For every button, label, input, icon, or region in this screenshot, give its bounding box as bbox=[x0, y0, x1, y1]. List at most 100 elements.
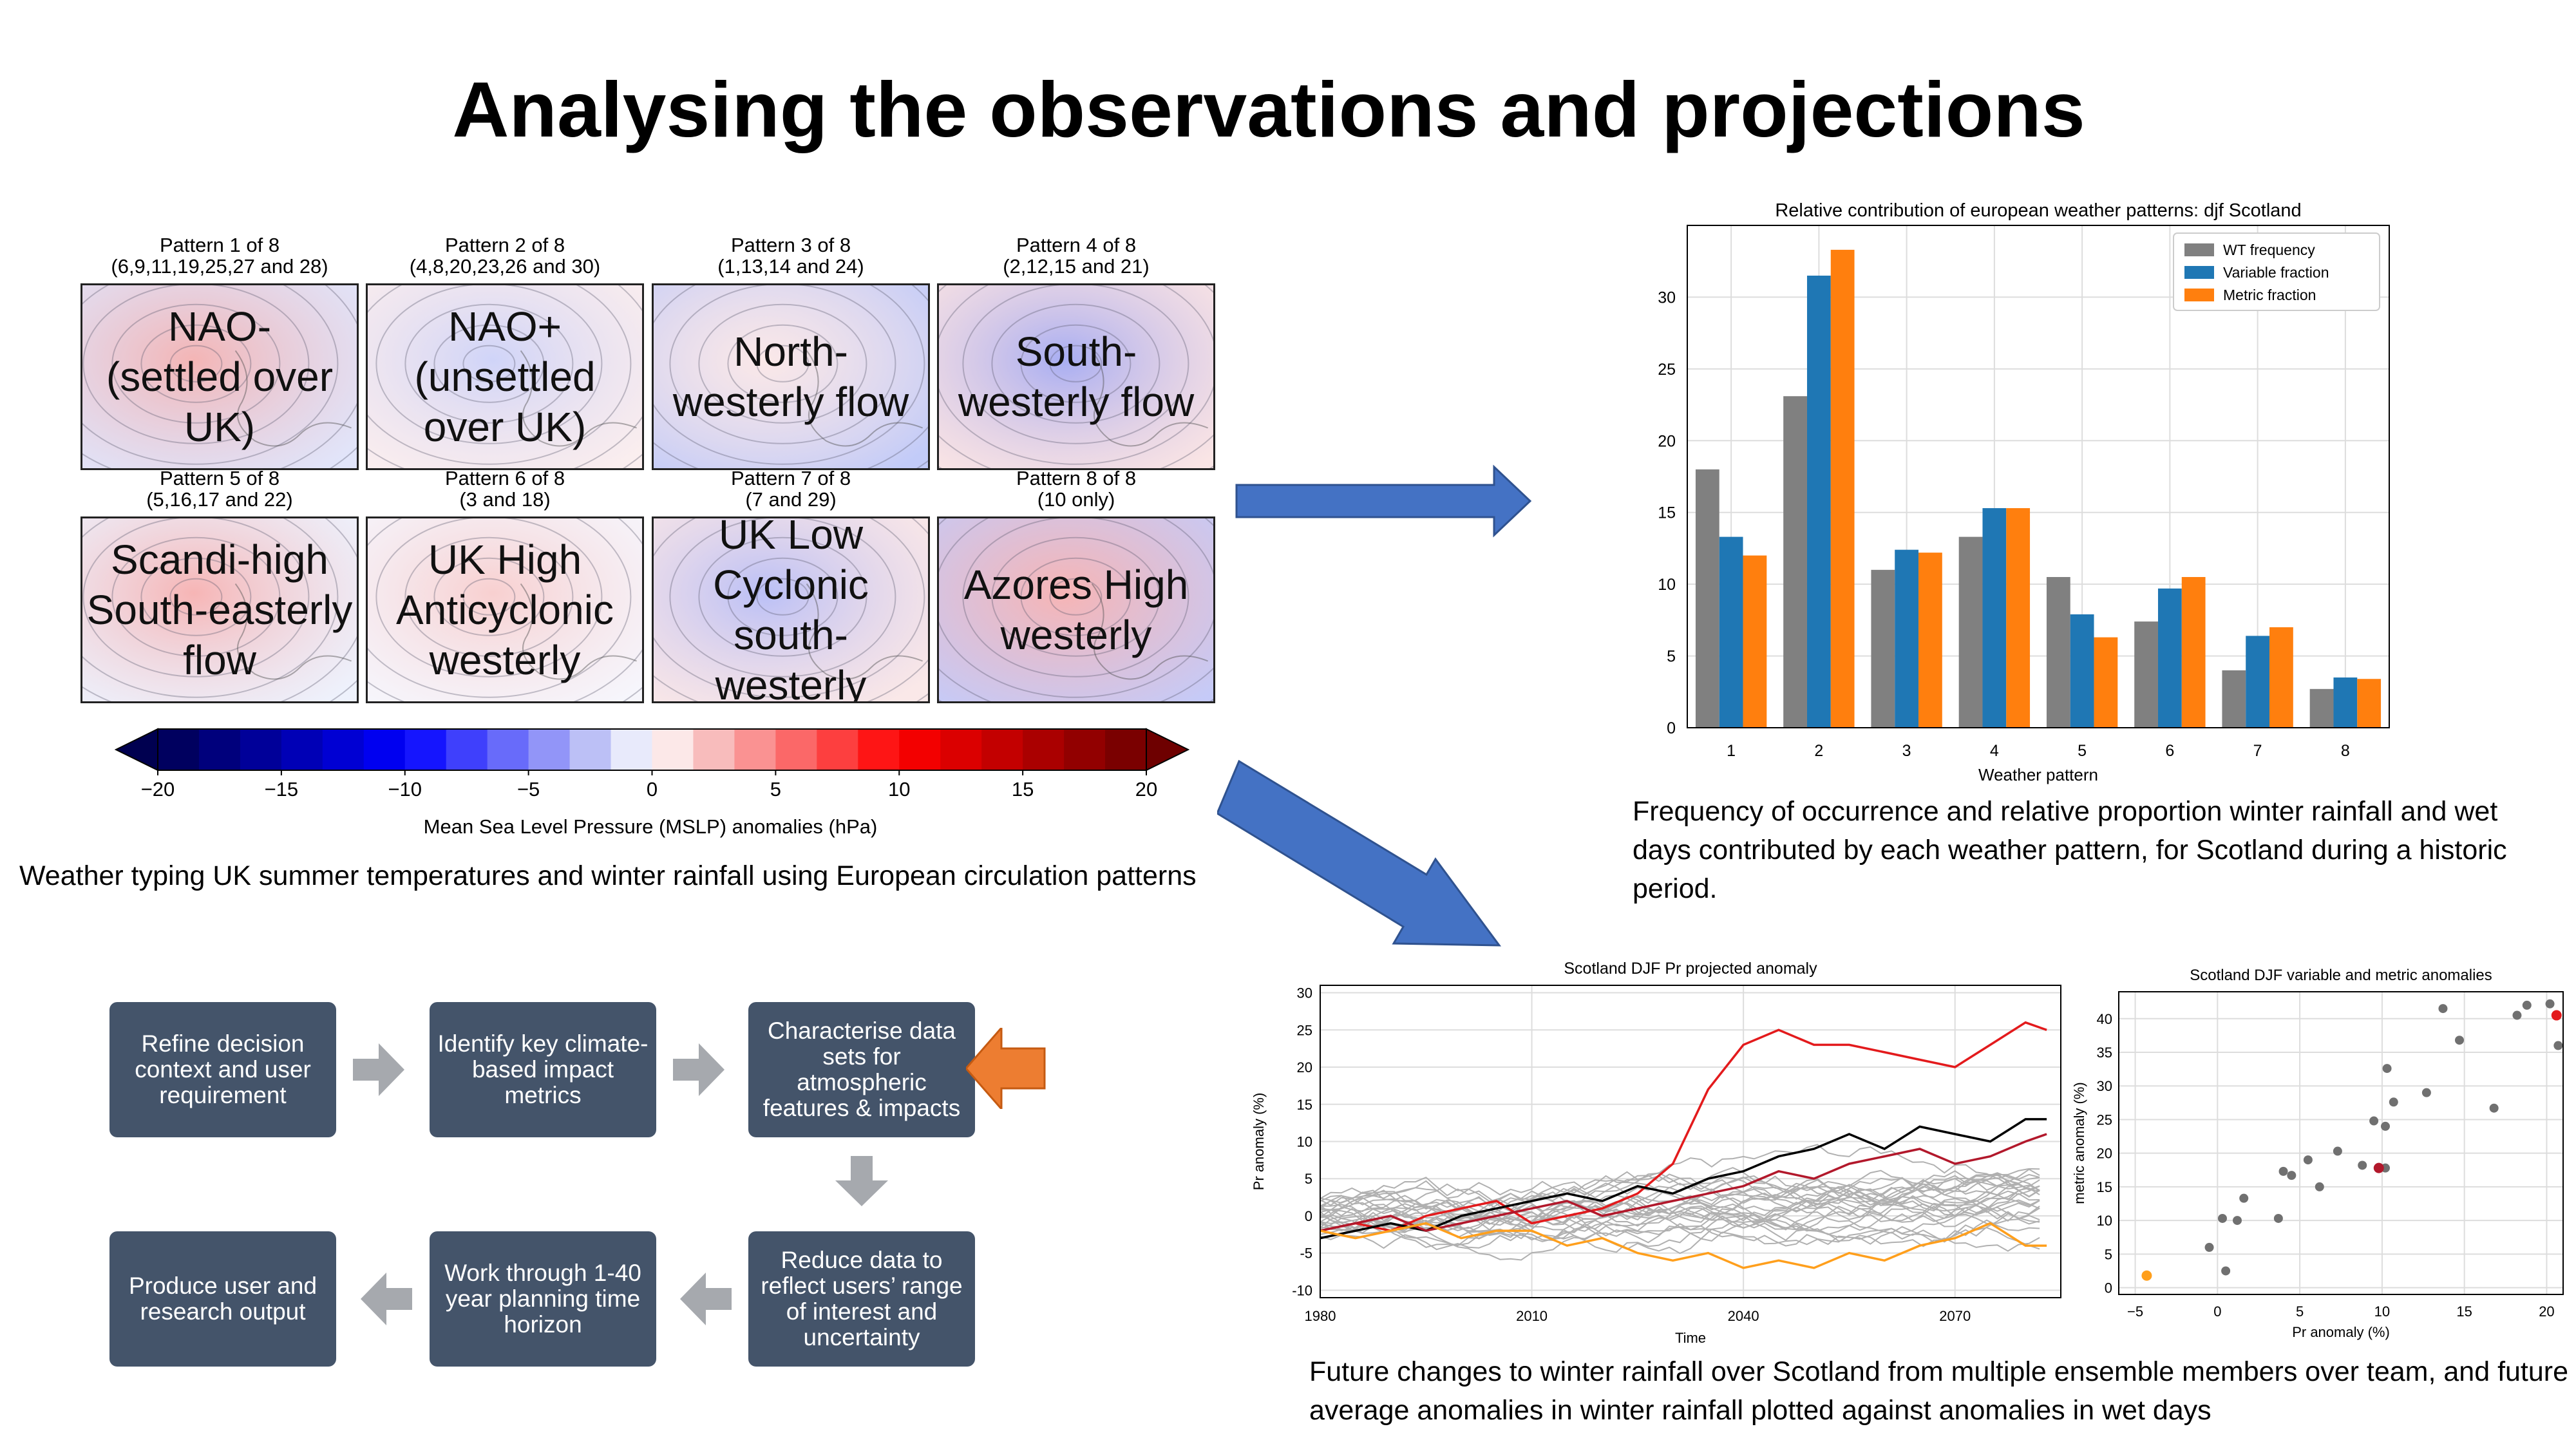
legend-swatch bbox=[2184, 243, 2214, 256]
scatter-point bbox=[2221, 1266, 2231, 1276]
pattern-caption: Pattern 2 of 8 (4,8,20,23,26 and 30) bbox=[366, 234, 644, 277]
colorbar-tick-label: −20 bbox=[141, 778, 175, 800]
flow-step-produce: Produce user and research output bbox=[109, 1231, 336, 1367]
y-tick-label: 0 bbox=[1305, 1208, 1312, 1224]
y-tick-label: 25 bbox=[2097, 1112, 2112, 1128]
chart-title: Scotland DJF variable and metric anomali… bbox=[2190, 967, 2492, 984]
pattern-number: Pattern 3 of 8 bbox=[730, 234, 851, 256]
bar bbox=[1743, 555, 1767, 728]
pattern-caption: Pattern 8 of 8 (10 only) bbox=[937, 468, 1215, 510]
y-tick-label: 20 bbox=[2097, 1146, 2112, 1162]
scatter-point bbox=[2333, 1146, 2342, 1156]
flow-step-refine: Refine decision context and user require… bbox=[109, 1002, 336, 1137]
pattern-members: (1,13,14 and 24) bbox=[717, 255, 864, 278]
variable-metric-scatter-chart: Scotland DJF variable and metric anomali… bbox=[2071, 967, 2564, 1340]
mslp-anomaly-map bbox=[939, 518, 1213, 701]
y-tick-label: 30 bbox=[1297, 985, 1312, 1001]
colorbar-tick-label: −10 bbox=[388, 778, 422, 800]
y-axis-label: metric anomaly (%) bbox=[2071, 1082, 2087, 1204]
y-tick-label: 10 bbox=[2097, 1213, 2112, 1229]
highlight-arrow-icon bbox=[966, 1028, 1046, 1109]
colorbar-segment bbox=[734, 729, 776, 770]
x-tick-label: 5 bbox=[2078, 742, 2087, 760]
pattern-map-panel: UK Low Cyclonic south- westerly bbox=[652, 516, 930, 703]
bar bbox=[1918, 553, 1942, 728]
pattern-number: Pattern 6 of 8 bbox=[444, 467, 565, 489]
x-tick-label: 5 bbox=[2296, 1303, 2304, 1320]
pattern-map-panel: NAO- (settled over UK) bbox=[80, 283, 359, 470]
colorbar-tick-label: 5 bbox=[770, 778, 781, 800]
pattern-label: South- westerly flow bbox=[958, 328, 1195, 425]
pattern-number: Pattern 2 of 8 bbox=[444, 234, 565, 256]
highlighted-series-line bbox=[1320, 1118, 2047, 1240]
y-tick-label: 20 bbox=[1297, 1059, 1312, 1075]
x-tick-label: 6 bbox=[2165, 742, 2174, 760]
scatter-point bbox=[2218, 1213, 2227, 1223]
scatter-point bbox=[2233, 1216, 2242, 1226]
colorbar-label: Mean Sea Level Pressure (MSLP) anomalies… bbox=[423, 815, 878, 838]
x-tick-label: 8 bbox=[2341, 742, 2350, 760]
colorbar-segment bbox=[528, 729, 571, 770]
colorbar-tick-label: 20 bbox=[1135, 778, 1157, 800]
colorbar-min-extension bbox=[114, 728, 158, 772]
scatter-point bbox=[2455, 1036, 2464, 1045]
page-title: Analysing the observations and projectio… bbox=[452, 66, 2085, 153]
pattern-number: Pattern 8 of 8 bbox=[1016, 467, 1137, 489]
weather-typing-caption: Weather typing UK summer temperatures an… bbox=[19, 860, 1197, 891]
bar-chart-caption: Frequency of occurrence and relative pro… bbox=[1633, 796, 2507, 904]
scatter-point bbox=[2522, 1000, 2532, 1010]
pattern-map-panel: South- westerly flow bbox=[937, 283, 1215, 470]
bar bbox=[2246, 636, 2270, 728]
highlighted-scatter-point bbox=[2373, 1162, 2384, 1173]
pattern-label: Azores High westerly bbox=[963, 562, 1189, 658]
x-tick-label: 20 bbox=[2539, 1303, 2554, 1320]
flow-arrow-right-icon bbox=[353, 1043, 404, 1096]
colorbar-segment bbox=[240, 729, 282, 770]
x-tick-label: 2010 bbox=[1516, 1308, 1548, 1324]
flow-step-reduce: Reduce data to reflect users’ range of i… bbox=[748, 1231, 975, 1367]
colorbar-segment bbox=[281, 729, 323, 770]
x-axis-label: Weather pattern bbox=[1978, 765, 2098, 784]
y-tick-label: 35 bbox=[2097, 1045, 2112, 1061]
pattern-label: Scandi-high South-easterly flow bbox=[86, 536, 353, 683]
y-tick-label: 10 bbox=[1658, 576, 1676, 594]
pattern-caption: Pattern 4 of 8 (2,12,15 and 21) bbox=[937, 234, 1215, 277]
y-axis-label: Pr anomaly (%) bbox=[1251, 1093, 1267, 1191]
highlighted-series-line bbox=[1320, 1133, 2047, 1232]
pattern-label: NAO+ (unsettled over UK) bbox=[414, 303, 596, 450]
highlighted-scatter-point bbox=[2141, 1270, 2152, 1281]
scatter-point bbox=[2389, 1097, 2398, 1107]
colorbar-segment bbox=[652, 729, 694, 770]
legend-label: Variable fraction bbox=[2223, 264, 2329, 281]
scatter-point bbox=[2239, 1193, 2249, 1203]
scatter-point bbox=[2278, 1166, 2288, 1176]
pattern-caption: Pattern 7 of 8 (7 and 29) bbox=[652, 468, 930, 510]
x-tick-label: 0 bbox=[2213, 1303, 2221, 1320]
projected-anomaly-line-chart: Scotland DJF Pr projected anomaly -10 -5 0 5… bbox=[1251, 960, 2061, 1346]
x-tick-label: 10 bbox=[2374, 1303, 2390, 1320]
colorbar-tick-label: 10 bbox=[888, 778, 910, 800]
colorbar-segment bbox=[1064, 729, 1106, 770]
colorbar-segment bbox=[404, 729, 447, 770]
scatter-point bbox=[2381, 1121, 2390, 1131]
flow-step-work-through: Work through 1-40 year planning time hor… bbox=[430, 1231, 656, 1367]
bar bbox=[1830, 249, 1855, 728]
bar bbox=[1806, 276, 1831, 728]
bar bbox=[2046, 577, 2070, 728]
colorbar-segment bbox=[158, 729, 200, 770]
colorbar-segment bbox=[981, 729, 1023, 770]
y-tick-label: 15 bbox=[2097, 1179, 2112, 1195]
colorbar-segment bbox=[198, 729, 241, 770]
chart-title: Relative contribution of european weathe… bbox=[1775, 200, 2301, 221]
y-tick-label: 30 bbox=[2097, 1078, 2112, 1094]
colorbar-segment bbox=[611, 729, 652, 770]
mslp-anomaly-map bbox=[654, 285, 928, 468]
scatter-point bbox=[2382, 1064, 2392, 1074]
colorbar-segment bbox=[446, 729, 488, 770]
x-axis-label: Time bbox=[1675, 1330, 1706, 1346]
colorbar-segment bbox=[693, 729, 735, 770]
y-tick-label: -5 bbox=[1300, 1245, 1312, 1262]
x-tick-label: −5 bbox=[2127, 1303, 2143, 1320]
bar bbox=[2309, 688, 2334, 728]
pattern-members: (6,9,11,19,25,27 and 28) bbox=[111, 255, 328, 278]
